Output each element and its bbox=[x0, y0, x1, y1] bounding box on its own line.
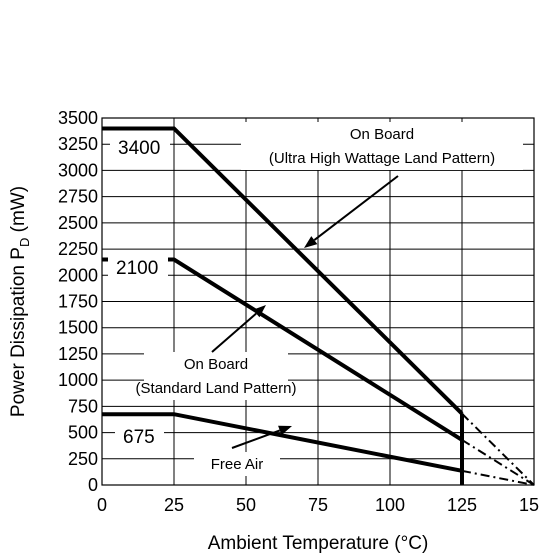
y-tick-label: 2750 bbox=[58, 187, 98, 207]
rated-value-bg bbox=[115, 424, 164, 449]
extrapolation-lines bbox=[461, 412, 535, 486]
extension-line-free_air bbox=[461, 469, 535, 486]
y-tick-label: 3500 bbox=[58, 108, 98, 128]
annotation-bg bbox=[241, 122, 523, 170]
annotation-bg bbox=[194, 452, 280, 476]
annotations: On Board (Ultra High Wattage Land Pattern… bbox=[136, 122, 523, 476]
rated-value-bg bbox=[108, 255, 168, 280]
y-tick-label: 3000 bbox=[58, 160, 98, 180]
rated-value-labels: 3400 2100 675 bbox=[108, 135, 170, 449]
y-axis-title-main: Power Dissipation P bbox=[8, 247, 29, 417]
y-tick-label: 1250 bbox=[58, 344, 98, 364]
y-tick-label: 2250 bbox=[58, 239, 98, 259]
arrow-head bbox=[252, 305, 266, 318]
extension-line-ultra bbox=[461, 412, 535, 486]
rated-value-bg bbox=[110, 135, 170, 160]
arrow-shaft bbox=[313, 175, 399, 241]
x-tick-label: 100 bbox=[375, 495, 405, 515]
x-axis-title: Ambient Temperature (°C) bbox=[208, 533, 429, 554]
annotation-line: On Board bbox=[184, 356, 248, 373]
y-axis-title-sub: D bbox=[17, 238, 32, 247]
y-tick-label: 2500 bbox=[58, 213, 98, 233]
x-tick-label: 125 bbox=[447, 495, 477, 515]
extension-line-standard bbox=[461, 439, 535, 486]
y-tick-label: 0 bbox=[88, 475, 98, 495]
rated-value-text: 2100 bbox=[116, 258, 158, 279]
annotation-standard: On Board (Standard Land Pattern) bbox=[136, 352, 297, 400]
y-tick-label: 1500 bbox=[58, 318, 98, 338]
annotation-line: Free Air bbox=[211, 456, 264, 473]
rated-value-standard: 2100 bbox=[108, 255, 168, 280]
y-tick-label: 3250 bbox=[58, 134, 98, 154]
grid bbox=[101, 117, 535, 486]
y-tick-label: 500 bbox=[68, 423, 98, 443]
annotation-ultra: On Board (Ultra High Wattage Land Pattern… bbox=[241, 122, 523, 170]
rated-value-free_air: 675 bbox=[115, 424, 164, 449]
rated-value-text: 675 bbox=[123, 427, 155, 448]
x-tick-labels: 0 25 50 75 100 125 150 bbox=[97, 495, 539, 515]
y-tick-label: 2000 bbox=[58, 265, 98, 285]
arrow-free-air bbox=[231, 425, 292, 449]
annotation-bg bbox=[144, 352, 288, 400]
y-axis-title-unit: (mW) bbox=[8, 186, 29, 238]
arrow-ultra bbox=[304, 175, 399, 248]
arrow-shaft bbox=[231, 429, 281, 449]
y-tick-label: 1000 bbox=[58, 370, 98, 390]
y-tick-labels: 0 250 500 750 1000 1250 1500 1750 2000 2250 2500 27… bbox=[58, 108, 98, 495]
x-tick-label: 0 bbox=[97, 495, 107, 515]
annotation-free_air: Free Air bbox=[194, 452, 280, 476]
y-tick-label: 1750 bbox=[58, 292, 98, 312]
x-tick-label: 75 bbox=[308, 495, 328, 515]
series-line-ultra bbox=[102, 126, 464, 416]
rated-value-text: 3400 bbox=[118, 138, 160, 159]
y-tick-label: 250 bbox=[68, 449, 98, 469]
annotation-line: On Board bbox=[350, 126, 414, 143]
plot-frame bbox=[101, 117, 535, 486]
series-line-free_air bbox=[102, 412, 463, 473]
arrow-head bbox=[304, 236, 318, 248]
arrow-head bbox=[278, 425, 292, 436]
arrow-shaft bbox=[211, 312, 257, 353]
x-tick-label: 50 bbox=[236, 495, 256, 515]
annotation-arrows bbox=[211, 175, 399, 449]
rated-value-ultra: 3400 bbox=[110, 135, 170, 160]
y-axis-title: Power Dissipation PD (mW) bbox=[8, 186, 32, 417]
annotation-line: (Standard Land Pattern) bbox=[136, 380, 297, 397]
x-tick-label: 150 bbox=[519, 495, 539, 515]
arrow-standard bbox=[211, 305, 266, 353]
x-tick-label: 25 bbox=[164, 495, 184, 515]
annotation-line: (Ultra High Wattage Land Pattern) bbox=[269, 150, 495, 167]
y-tick-label: 750 bbox=[68, 396, 98, 416]
